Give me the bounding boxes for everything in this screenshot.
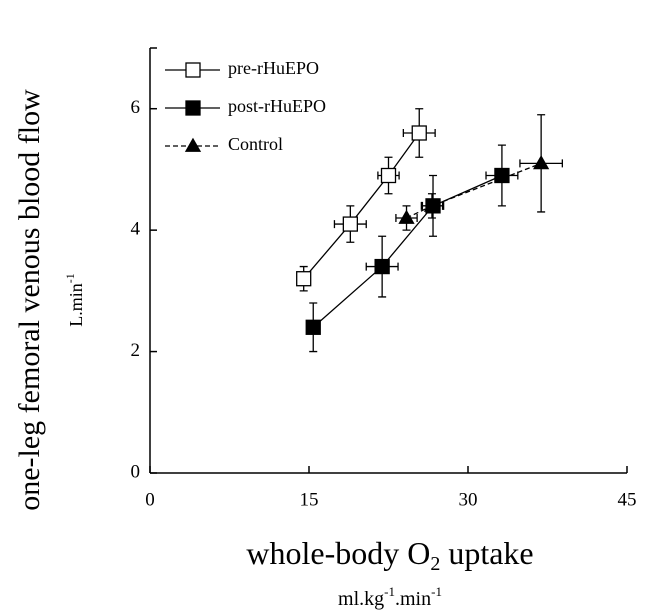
x-unit-a: ml.kg: [338, 588, 384, 610]
y-tick-label: 4: [131, 219, 141, 240]
y-axis-label-text: one-leg femoral venous blood flow: [13, 89, 46, 511]
y-unit-sup: -1: [63, 273, 77, 283]
marker: [423, 197, 441, 212]
marker: [398, 209, 415, 224]
x-axis-label: whole-body O2 uptake: [246, 535, 533, 574]
series-line: [303, 132, 420, 280]
legend-marker: [185, 62, 201, 78]
x-label-sub: 2: [430, 553, 440, 575]
marker: [374, 258, 390, 275]
x-axis-unit: ml.kg-1.min-1: [338, 584, 442, 610]
x-tick-label: 45: [618, 489, 637, 510]
x-unit-b: .min: [395, 588, 431, 610]
x-label-rest: uptake: [440, 535, 533, 571]
y-tick-label: 0: [131, 461, 141, 482]
marker: [342, 216, 358, 232]
y-tick-label: 2: [131, 340, 141, 361]
marker: [533, 155, 550, 170]
legend-label: pre-rHuEPO: [228, 58, 319, 78]
legend-marker: [184, 137, 202, 152]
x-tick-label: 30: [459, 489, 478, 510]
x-tick-label: 15: [300, 489, 319, 510]
y-axis-label: one-leg femoral venous blood flow: [13, 89, 46, 511]
marker: [380, 167, 397, 184]
x-unit-sup1: -1: [384, 584, 395, 599]
marker: [296, 271, 312, 287]
y-tick-label: 6: [131, 97, 141, 118]
legend-label: Control: [228, 134, 283, 154]
x-label-text: whole-body O: [246, 535, 430, 571]
legend-marker: [185, 100, 201, 116]
marker: [494, 167, 510, 184]
y-axis-unit: L.min-1: [63, 273, 86, 327]
x-tick-label: 0: [145, 489, 155, 510]
series-line: [312, 174, 503, 328]
legend-label: post-rHuEPO: [228, 96, 326, 116]
marker: [411, 125, 427, 141]
y-unit-text: L.min: [66, 283, 86, 327]
marker: [305, 319, 321, 335]
x-unit-sup2: -1: [431, 584, 442, 599]
